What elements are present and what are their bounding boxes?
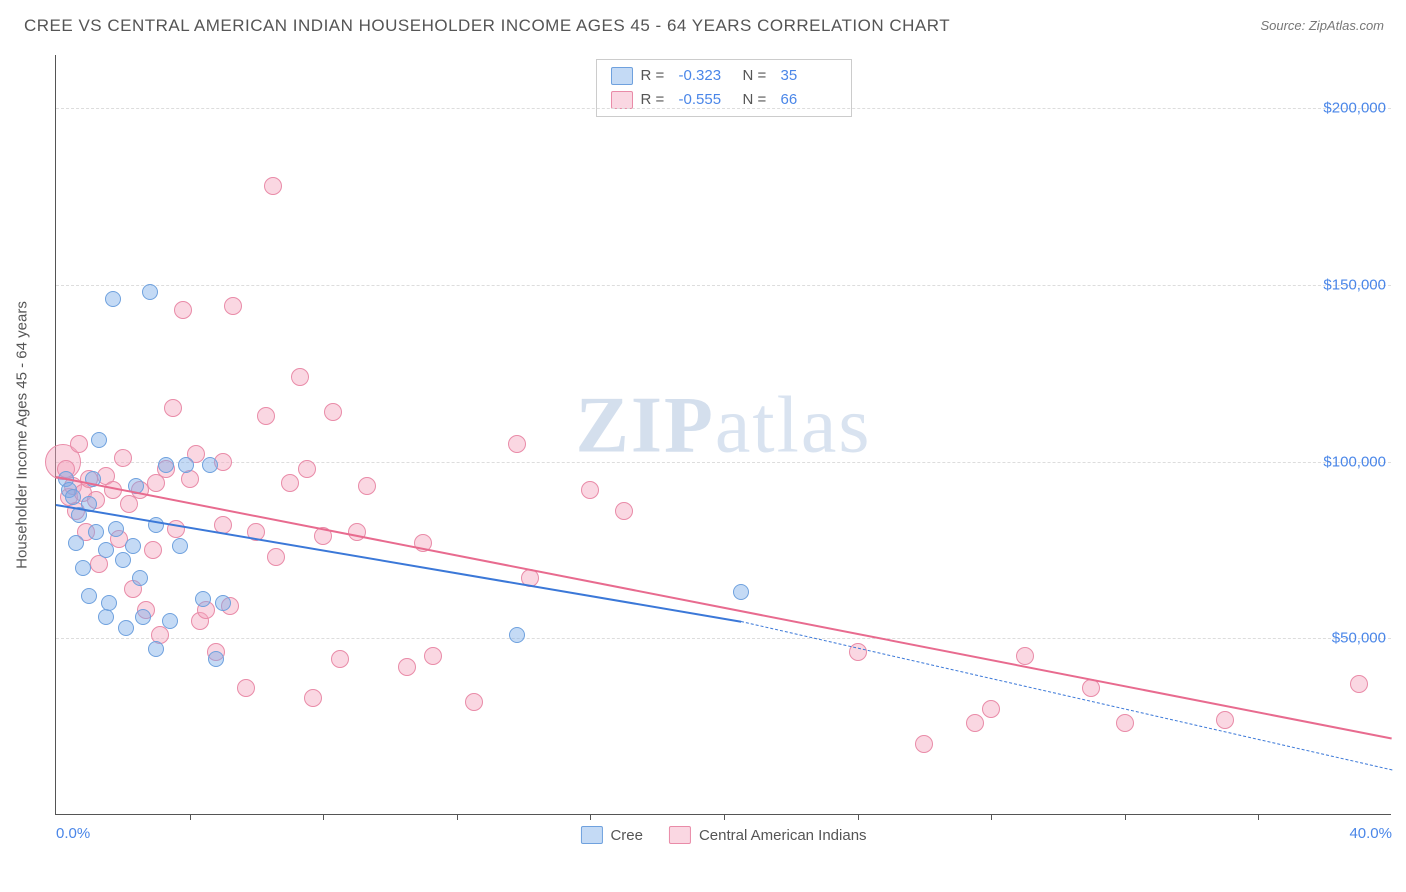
series-legend-item: Central American Indians <box>669 826 867 844</box>
legend-r-value: -0.323 <box>679 64 735 88</box>
scatter-point <box>264 177 282 195</box>
scatter-point <box>148 641 164 657</box>
scatter-point <box>982 700 1000 718</box>
series-legend: Cree Central American Indians <box>580 826 866 844</box>
scatter-point <box>115 552 131 568</box>
scatter-point <box>178 457 194 473</box>
watermark: ZIPatlas <box>576 380 872 471</box>
series-legend-item: Cree <box>580 826 643 844</box>
scatter-point <box>172 538 188 554</box>
scatter-point <box>424 647 442 665</box>
gridline <box>56 108 1391 109</box>
scatter-point <box>142 284 158 300</box>
scatter-point <box>208 651 224 667</box>
gridline <box>56 285 1391 286</box>
x-minor-tick <box>858 814 859 820</box>
scatter-point <box>348 523 366 541</box>
scatter-point <box>105 291 121 307</box>
scatter-point <box>108 521 124 537</box>
scatter-point <box>508 435 526 453</box>
scatter-point <box>65 489 81 505</box>
source-attribution: Source: ZipAtlas.com <box>1260 18 1384 33</box>
scatter-point <box>358 477 376 495</box>
scatter-point <box>158 457 174 473</box>
scatter-point <box>135 609 151 625</box>
scatter-point <box>615 502 633 520</box>
scatter-point <box>1016 647 1034 665</box>
scatter-point <box>257 407 275 425</box>
scatter-point <box>88 524 104 540</box>
x-minor-tick <box>457 814 458 820</box>
scatter-point <box>237 679 255 697</box>
chart-title: CREE VS CENTRAL AMERICAN INDIAN HOUSEHOL… <box>24 16 950 36</box>
scatter-point <box>118 620 134 636</box>
scatter-point <box>132 570 148 586</box>
scatter-point <box>75 560 91 576</box>
scatter-point <box>1116 714 1134 732</box>
legend-r-label: R = <box>641 64 671 88</box>
scatter-point <box>98 542 114 558</box>
scatter-point <box>1216 711 1234 729</box>
scatter-point <box>174 301 192 319</box>
trend-line <box>56 476 1392 740</box>
x-minor-tick <box>323 814 324 820</box>
legend-swatch <box>669 826 691 844</box>
x-tick-label: 40.0% <box>1349 825 1392 842</box>
trend-line <box>56 504 741 623</box>
x-minor-tick <box>590 814 591 820</box>
scatter-point <box>733 584 749 600</box>
scatter-point <box>267 548 285 566</box>
scatter-point <box>70 435 88 453</box>
scatter-point <box>465 693 483 711</box>
scatter-point <box>215 595 231 611</box>
scatter-point <box>68 535 84 551</box>
scatter-plot-area: ZIPatlas R =-0.323N =35R =-0.555N =66 Cr… <box>55 55 1391 815</box>
scatter-point <box>581 481 599 499</box>
trend-line <box>741 621 1393 770</box>
correlation-legend-row: R = -0.323 N = 35 <box>611 64 837 88</box>
legend-swatch <box>580 826 602 844</box>
y-axis-label: Householder Income Ages 45 - 64 years <box>14 301 31 569</box>
scatter-point <box>324 403 342 421</box>
scatter-point <box>181 470 199 488</box>
scatter-point <box>114 449 132 467</box>
x-minor-tick <box>1258 814 1259 820</box>
legend-swatch <box>611 91 633 109</box>
scatter-point <box>125 538 141 554</box>
scatter-point <box>144 541 162 559</box>
scatter-point <box>291 368 309 386</box>
scatter-point <box>1350 675 1368 693</box>
x-minor-tick <box>190 814 191 820</box>
x-minor-tick <box>1125 814 1126 820</box>
x-tick-label: 0.0% <box>56 825 90 842</box>
legend-n-label: N = <box>743 64 773 88</box>
scatter-point <box>91 432 107 448</box>
scatter-point <box>298 460 316 478</box>
gridline <box>56 462 1391 463</box>
scatter-point <box>162 613 178 629</box>
x-minor-tick <box>724 814 725 820</box>
scatter-point <box>167 520 185 538</box>
scatter-point <box>164 399 182 417</box>
scatter-point <box>304 689 322 707</box>
scatter-point <box>81 588 97 604</box>
scatter-point <box>509 627 525 643</box>
scatter-point <box>966 714 984 732</box>
gridline <box>56 638 1391 639</box>
legend-swatch <box>611 67 633 85</box>
scatter-point <box>101 595 117 611</box>
series-legend-label: Cree <box>610 827 643 844</box>
scatter-point <box>281 474 299 492</box>
scatter-point <box>224 297 242 315</box>
scatter-point <box>202 457 218 473</box>
scatter-point <box>331 650 349 668</box>
scatter-point <box>398 658 416 676</box>
legend-n-value: 35 <box>781 64 837 88</box>
scatter-point <box>195 591 211 607</box>
scatter-point <box>915 735 933 753</box>
scatter-point <box>98 609 114 625</box>
x-minor-tick <box>991 814 992 820</box>
series-legend-label: Central American Indians <box>699 827 867 844</box>
